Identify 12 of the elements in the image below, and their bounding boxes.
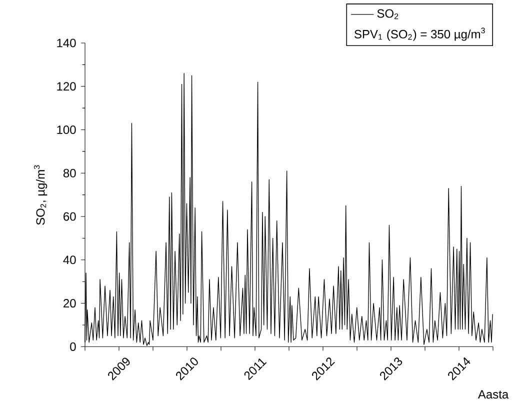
y-tick-label: 80 [63, 168, 76, 178]
y-tick-label: 0 [70, 342, 76, 351]
text: SPV$_{1}$ (SO$_{2}$) = 350 µg/m$^{3}$ [354, 28, 485, 41]
y-tick-label: 40 [63, 256, 76, 264]
y-tick-label: 140 [57, 38, 76, 48]
x-axis-title: Aasta [478, 390, 509, 399]
y-tick-label: 20 [64, 299, 76, 308]
legend-label: SO$_{2}$ [377, 9, 398, 20]
y-axis-title: SO$_{2}$, µg/m$^{3}$ [34, 165, 48, 225]
y-tick-label: 60 [64, 212, 76, 221]
y-tick-label: 120 [57, 82, 76, 91]
y-tick-label: 100 [57, 126, 76, 134]
